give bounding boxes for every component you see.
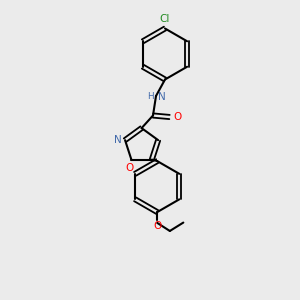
Text: Cl: Cl (160, 14, 170, 24)
Text: O: O (153, 221, 161, 231)
Text: H: H (147, 92, 154, 101)
Text: O: O (173, 112, 182, 122)
Text: O: O (126, 163, 134, 173)
Text: N: N (158, 92, 166, 102)
Text: N: N (114, 134, 122, 145)
